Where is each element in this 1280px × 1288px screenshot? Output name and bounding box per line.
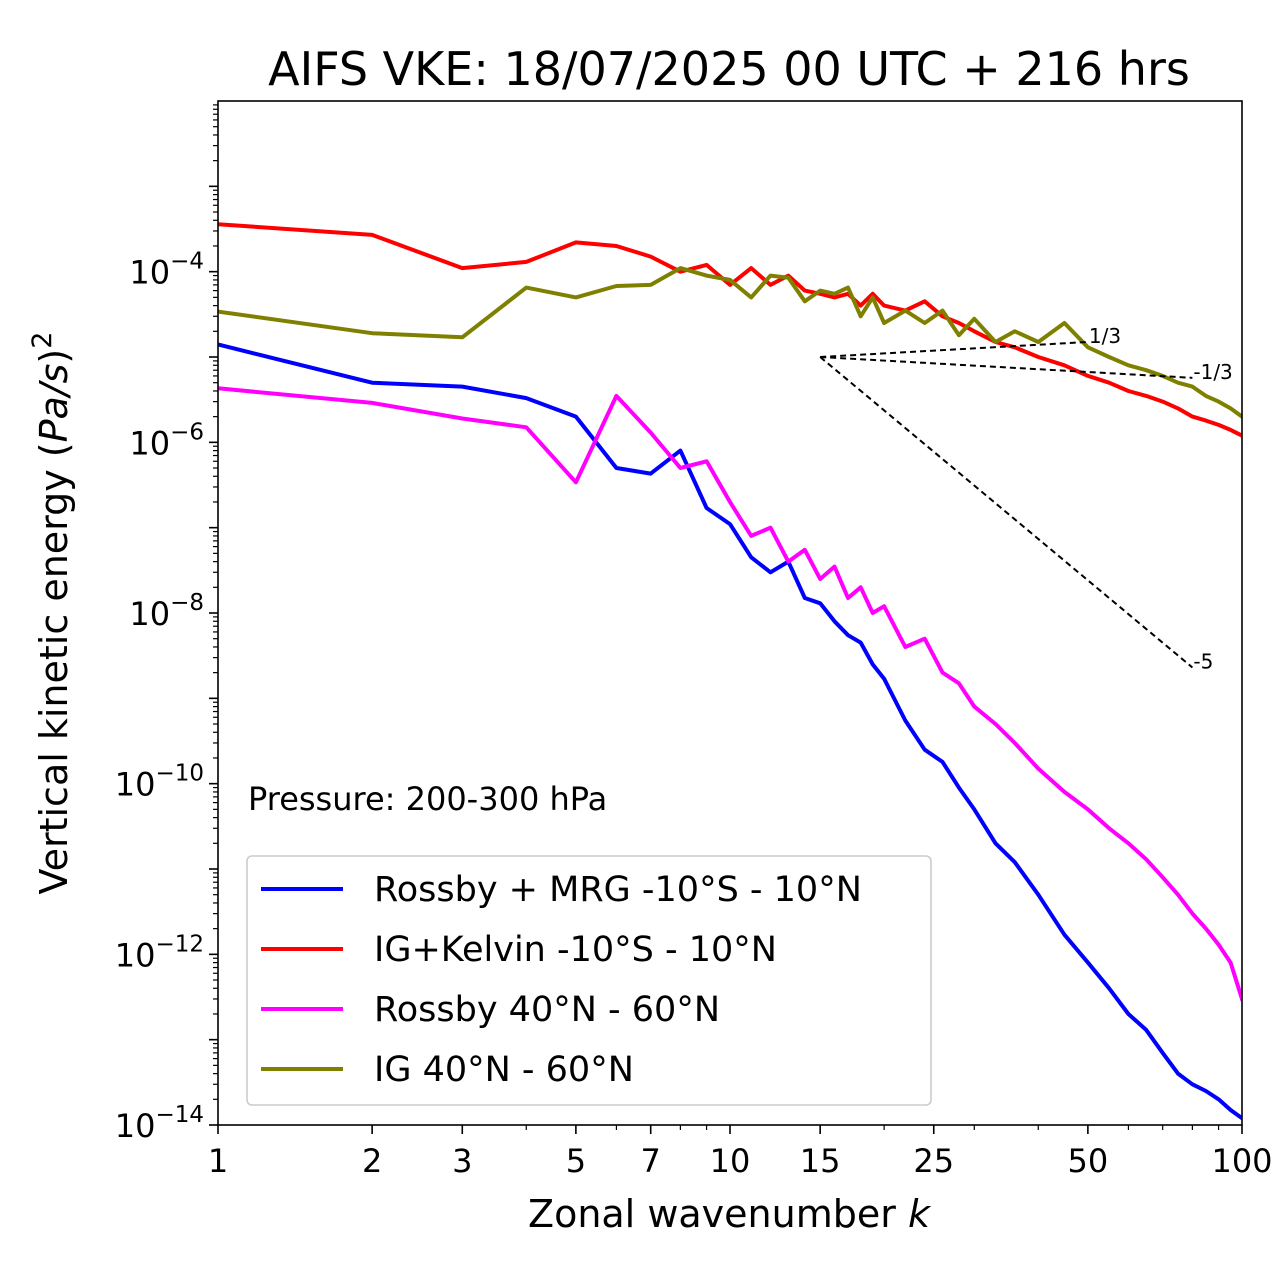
x-tick-label: 100 [1211, 1142, 1272, 1180]
reference-slope-line-2 [820, 356, 1193, 379]
x-tick-label: 15 [800, 1142, 841, 1180]
series-line-2 [218, 222, 1242, 438]
x-tick-label: 1 [208, 1142, 228, 1180]
series-line-4 [218, 266, 1242, 420]
x-tick-label: 10 [710, 1142, 751, 1180]
reference-slope-label-1: 1/3 [1089, 324, 1121, 348]
x-tick-label: 25 [913, 1142, 954, 1180]
x-tick-label: 7 [641, 1142, 661, 1180]
reference-slope-label-3: -5 [1193, 649, 1213, 673]
x-tick-label: 50 [1068, 1142, 1109, 1180]
x-tick-label: 3 [452, 1142, 472, 1180]
y-tick-label: 10−6 [129, 419, 204, 462]
y-tick-label: 10−12 [115, 931, 204, 974]
y-tick-label: 10−4 [129, 249, 204, 292]
chart-title: AIFS VKE: 18/07/2025 00 UTC + 216 hrs [268, 42, 1190, 96]
legend-label-2: IG+Kelvin -10°S - 10°N [374, 930, 777, 970]
y-tick-label: 10−8 [129, 590, 204, 633]
reference-slope-line-3 [819, 356, 1194, 669]
y-axis-label: Vertical kinetic energy (Pa/s)2 [27, 332, 76, 895]
y-tick-label: 10−14 [115, 1102, 204, 1145]
plot-area [218, 222, 1242, 1121]
legend: Rossby + MRG -10°S - 10°N IG+Kelvin -10°S… [246, 855, 932, 1106]
x-tick-label: 2 [362, 1142, 382, 1180]
reference-slope-line-1 [820, 340, 1088, 358]
x-tick-label: 5 [566, 1142, 586, 1180]
y-tick-label: 10−10 [115, 761, 204, 804]
legend-box [246, 855, 932, 1106]
series-line-1 [218, 342, 1242, 1121]
y-axis: 10−14 10−12 10−10 10−8 10−6 10−4 [115, 104, 218, 1145]
legend-label-1: Rossby + MRG -10°S - 10°N [374, 870, 862, 910]
pressure-annotation: Pressure: 200-300 hPa [248, 780, 607, 818]
x-axis-label: Zonal wavenumber k [528, 1192, 932, 1236]
x-axis: 1 2 3 5 7 10 15 25 50 100 [208, 1125, 1273, 1180]
series-line-3 [218, 386, 1242, 1002]
legend-label-4: IG 40°N - 60°N [374, 1050, 634, 1090]
reference-slope-label-2: -1/3 [1193, 360, 1232, 384]
legend-label-3: Rossby 40°N - 60°N [374, 990, 720, 1030]
